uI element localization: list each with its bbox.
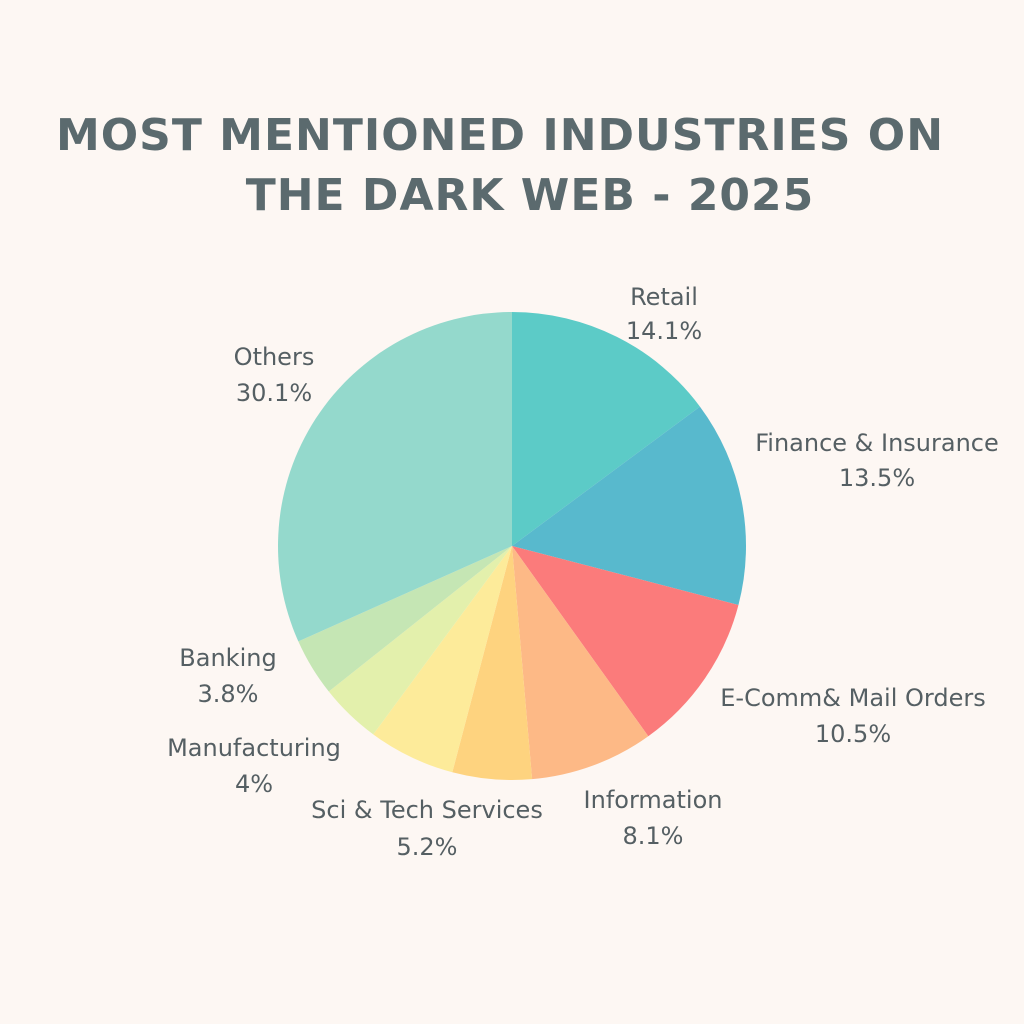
label-ecomm-name: E-Comm& Mail Orders [720,684,985,712]
label-manufacturing-name: Manufacturing [167,734,341,762]
slice-labels: Retail 14.1% Finance & Insurance 13.5% E… [167,283,999,861]
pie-slice-manufacturing [328,546,512,735]
label-information-name: Information [584,786,723,814]
label-manufacturing-value: 4% [235,770,273,798]
pie-slice-others [278,312,512,642]
label-scitech-value: 5.2% [397,833,458,861]
pie-slices [278,312,746,781]
pie-slice-information [512,546,649,780]
label-retail-value: 14.1% [626,317,702,345]
label-others-name: Others [234,343,315,371]
label-finance-value: 13.5% [839,464,915,492]
pie-slice-finance-insurance [512,406,746,605]
pie-slice-sci-tech-services [452,546,533,781]
label-finance-name: Finance & Insurance [755,429,999,457]
pie-slice-unlabeled-5 [373,546,512,773]
pie-slice-e-comm-mail-orders [512,546,739,737]
label-ecomm-value: 10.5% [815,720,891,748]
pie-slice-retail [512,312,700,546]
label-others-value: 30.1% [236,379,312,407]
label-retail-name: Retail [630,283,698,311]
chart-title-line-2: THE DARK WEB - 2025 [245,170,815,221]
label-banking-name: Banking [179,644,276,672]
label-banking-value: 3.8% [198,680,259,708]
pie-slice-banking [298,546,512,692]
label-information-value: 8.1% [623,822,684,850]
chart-title-line-1: MOST MENTIONED INDUSTRIES ON [55,110,945,161]
label-scitech-name: Sci & Tech Services [311,796,543,824]
